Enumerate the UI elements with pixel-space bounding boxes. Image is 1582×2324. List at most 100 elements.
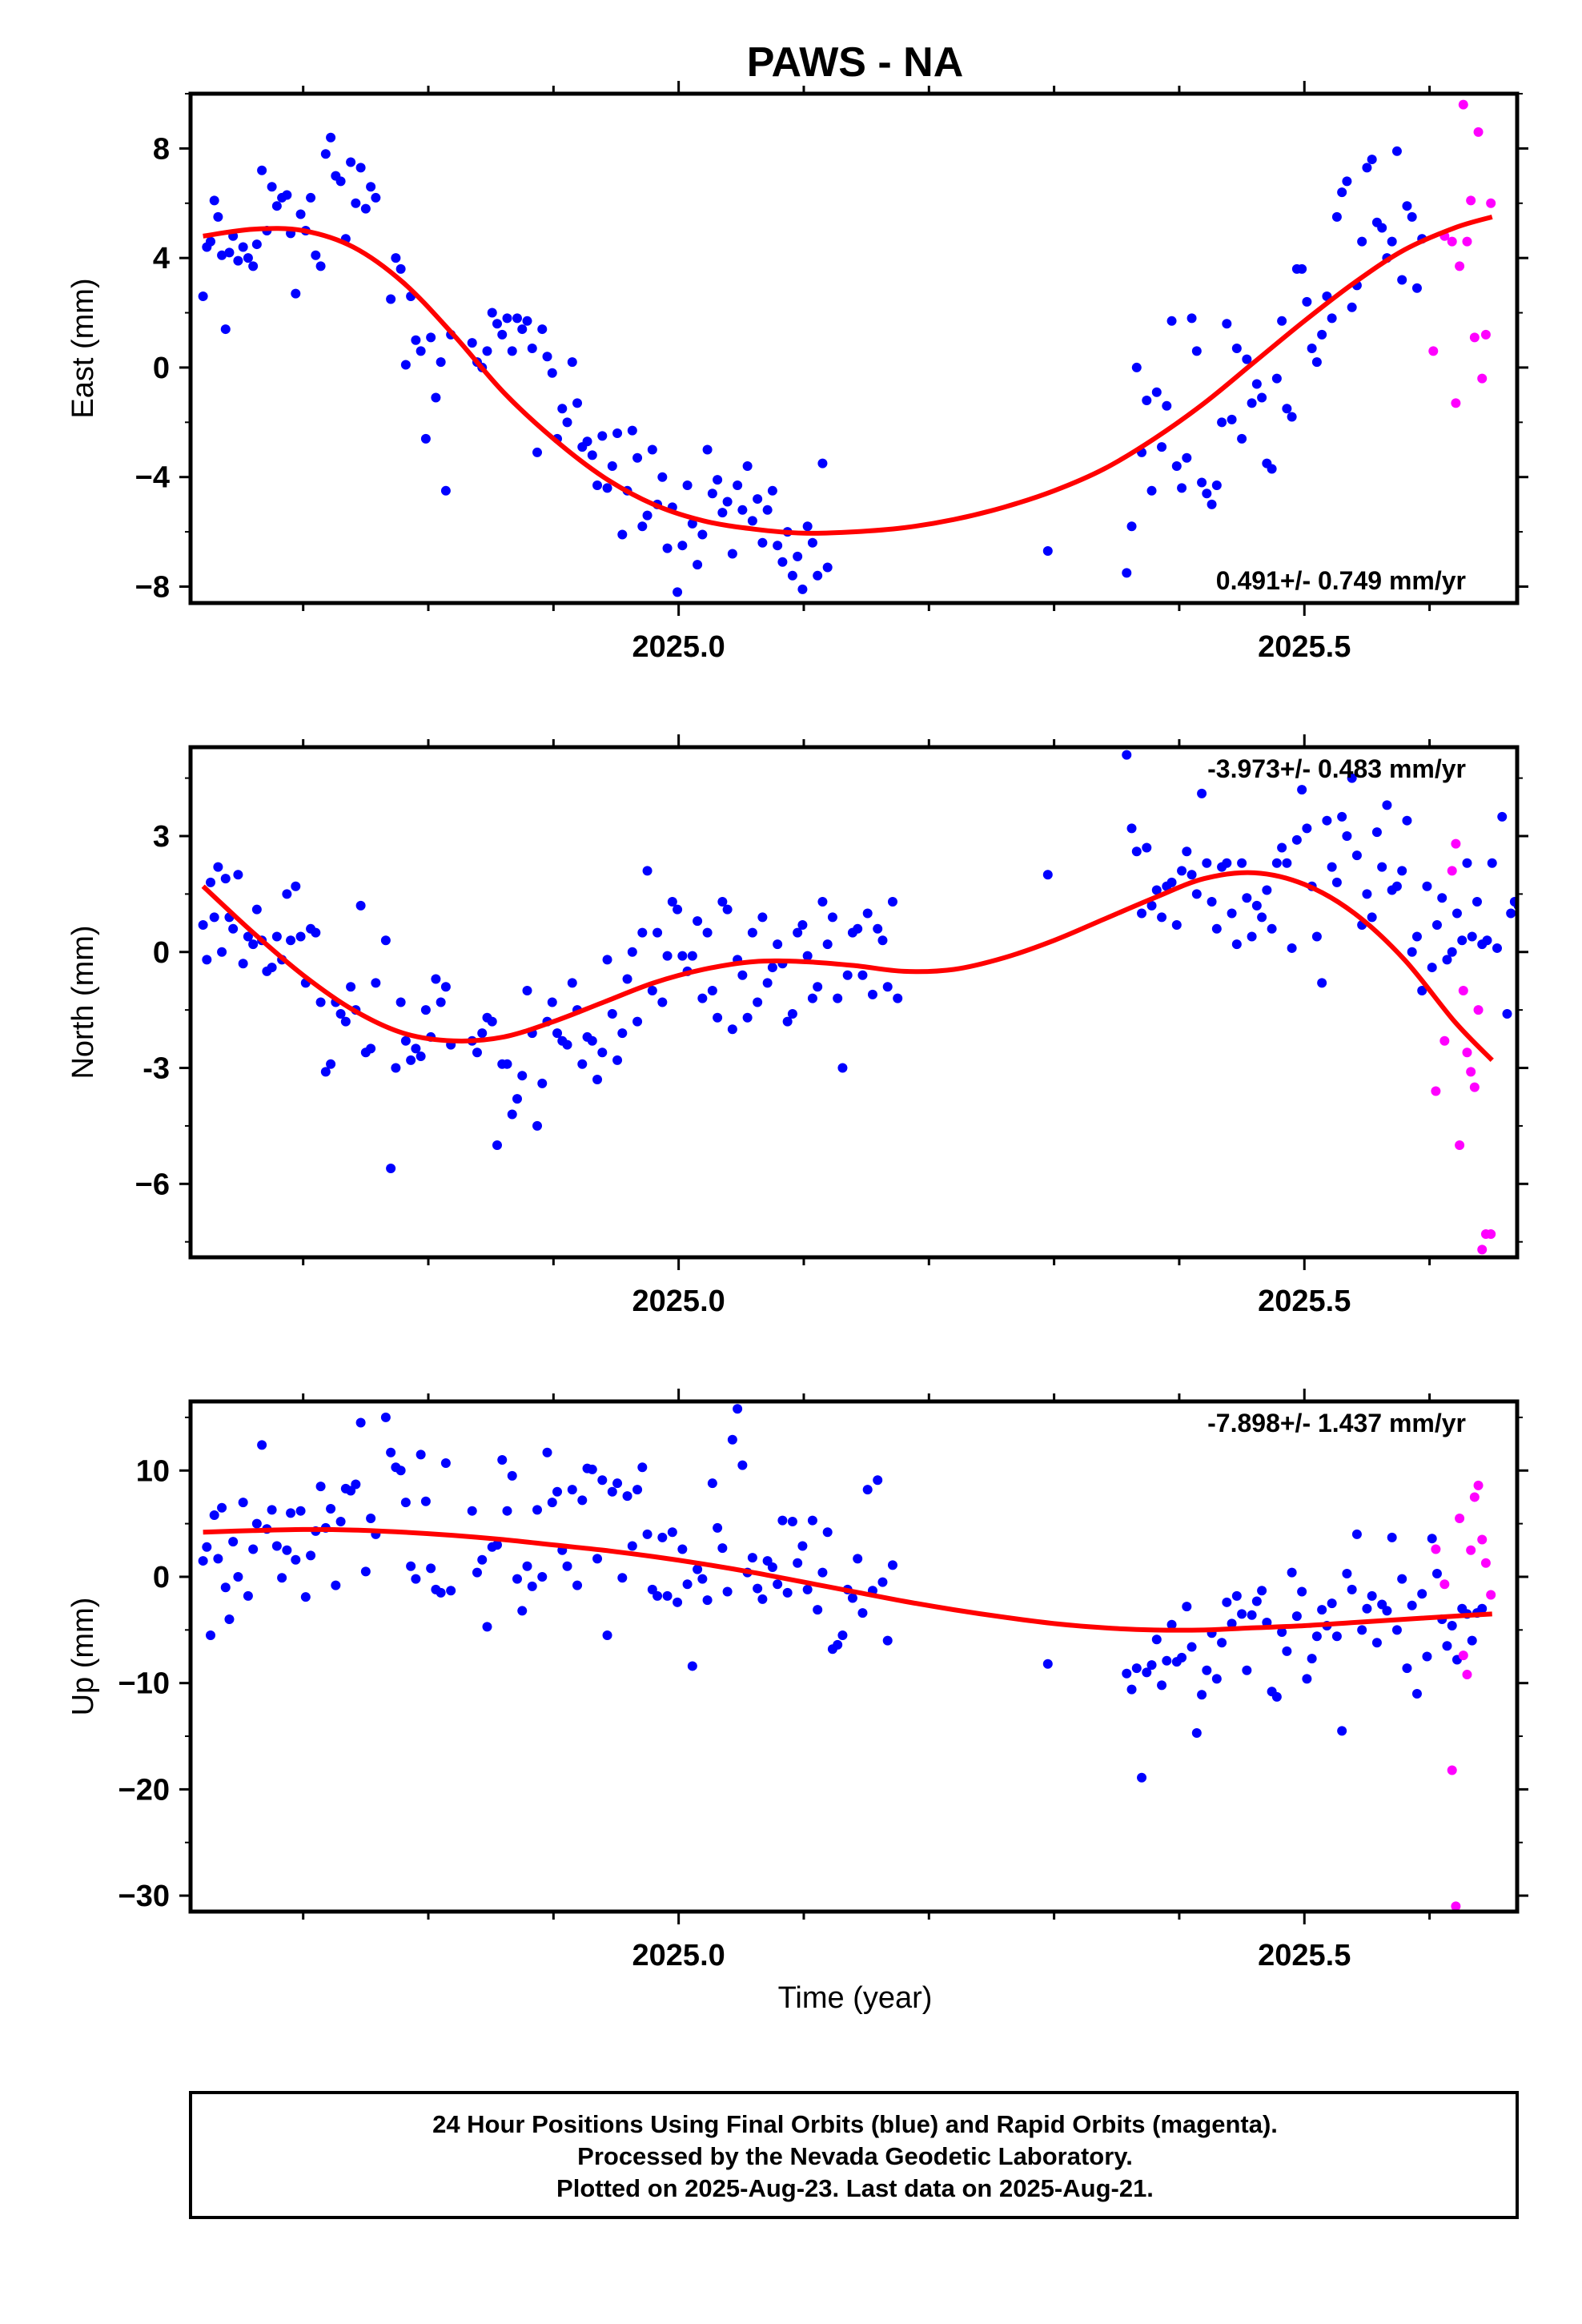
rapid-orbit-point [1462,1047,1472,1058]
final-orbit-point [1382,1606,1392,1616]
final-orbit-point [767,963,777,973]
final-orbit-point [1262,885,1272,895]
final-orbit-point [400,1498,411,1508]
final-orbit-point [366,1043,376,1054]
final-orbit-point [642,866,652,876]
y-tick-label: 4 [153,242,170,275]
final-orbit-point [1437,893,1447,903]
final-orbit-point [1331,1631,1342,1642]
final-orbit-point [1277,316,1287,326]
final-orbit-point [420,1005,431,1015]
final-orbit-point [251,1518,262,1529]
final-orbit-point [1407,1600,1417,1610]
final-orbit-point [295,209,306,219]
final-orbit-point [1231,1590,1242,1601]
final-orbit-point [1142,842,1152,853]
final-orbit-point [1207,897,1217,907]
final-orbit-point [1251,900,1262,911]
final-orbit-point [1171,461,1182,472]
final-orbit-point [1126,1684,1137,1695]
final-orbit-point [612,1055,623,1065]
final-orbit-point [1257,912,1267,923]
final-orbit-point [1342,176,1352,187]
final-orbit-point [472,1047,482,1058]
final-orbit-point [762,978,773,988]
final-orbit-point [697,529,708,540]
final-orbit-point [1467,931,1477,942]
final-orbit-point [887,1560,897,1570]
final-orbit-point [238,959,248,969]
final-orbit-point [1397,275,1407,285]
final-orbit-point [1487,858,1497,868]
final-orbit-point [1402,815,1412,826]
final-orbit-point [1337,1726,1347,1736]
footer-border [189,2091,1519,2219]
final-orbit-point [637,521,648,532]
final-orbit-point [673,587,683,597]
final-orbit-point [837,1630,848,1640]
footer-line-1: 24 Hour Positions Using Final Orbits (bl… [432,2110,1278,2138]
final-orbit-point [562,1039,572,1050]
rapid-orbit-point [1451,398,1461,408]
final-orbit-point [677,1544,688,1554]
final-orbit-point [1311,1631,1322,1642]
rapid-orbit-point [1451,838,1461,849]
final-orbit-point [873,1475,883,1486]
final-orbit-point [512,1094,522,1104]
final-orbit-point [1506,908,1516,919]
final-orbit-point [673,904,683,915]
final-orbit-point [713,1522,723,1533]
final-orbit-point [802,521,813,532]
final-orbit-point [1427,1534,1437,1544]
x-axis-label: Time (year) [778,1981,933,2015]
final-orbit-point [1302,1674,1312,1684]
final-orbit-point [572,1580,583,1590]
final-orbit-point [420,1496,431,1506]
y-tick-label: 0 [153,1561,170,1594]
final-orbit-point [1271,858,1282,868]
final-orbit-point [1322,815,1332,826]
final-orbit-point [1482,935,1492,946]
final-orbit-point [1237,858,1247,868]
final-orbit-point [1166,1619,1177,1630]
rapid-orbit-point [1428,346,1439,356]
final-orbit-point [733,1404,743,1414]
final-orbit-point [202,1542,212,1552]
final-orbit-point [637,1462,648,1473]
final-orbit-point [355,900,366,911]
final-orbit-point [687,1661,697,1671]
final-orbit-point [767,1562,777,1573]
final-orbit-point [542,352,552,362]
final-orbit-point [286,1508,296,1518]
final-orbit-point [1042,546,1053,557]
final-orbit-point [857,1608,868,1618]
final-orbit-point [1347,1584,1357,1594]
final-orbit-point [467,338,477,348]
final-orbit-point [827,912,837,923]
final-orbit-point [251,904,262,915]
final-orbit-point [722,497,733,507]
final-orbit-point [507,346,517,356]
final-orbit-point [542,1447,552,1458]
final-orbit-point [1257,392,1267,403]
final-orbit-point [713,475,723,485]
final-orbit-point [702,1595,713,1606]
final-orbit-point [762,505,773,515]
final-orbit-point [355,1417,366,1428]
final-orbit-point [1297,785,1307,795]
final-orbit-point [662,951,673,961]
final-orbit-point [440,485,451,496]
final-orbit-point [1331,877,1342,887]
final-orbit-point [406,1561,416,1571]
final-orbit-point [267,963,277,973]
final-orbit-point [220,1582,231,1593]
final-orbit-point [1177,1652,1187,1663]
final-orbit-point [1367,155,1377,165]
final-orbit-point [1211,923,1222,934]
final-orbit-point [622,974,632,984]
final-orbit-point [487,308,497,318]
final-orbit-point [817,897,828,907]
final-orbit-point [773,939,783,950]
final-orbit-point [1287,943,1297,953]
final-orbit-point [747,927,757,938]
